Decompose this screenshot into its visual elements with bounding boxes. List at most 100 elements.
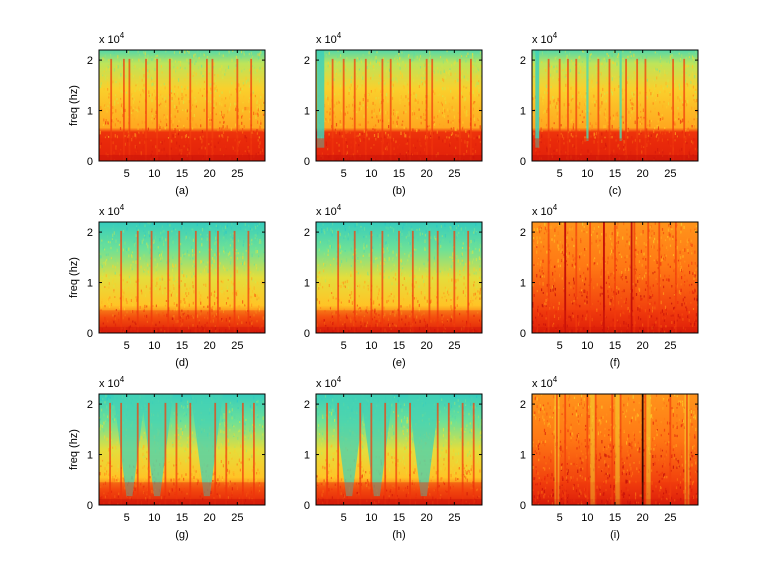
panel-label: (b)	[392, 185, 405, 197]
y-tick-label: 2	[520, 227, 526, 239]
x-tick-label: 15	[176, 168, 188, 180]
y-exponent-label: x 104	[99, 203, 125, 218]
x-tick-label: 5	[557, 168, 563, 180]
panel-label: (i)	[610, 529, 620, 541]
spectrogram-image	[99, 222, 265, 333]
y-exponent-label: x 104	[532, 375, 558, 390]
x-tick-label: 10	[148, 168, 160, 180]
x-tick-label: 20	[421, 512, 433, 524]
x-tick-label: 5	[124, 340, 130, 352]
x-tick-label: 15	[609, 512, 621, 524]
y-tick-label: 0	[520, 156, 526, 168]
y-tick-label: 0	[87, 500, 93, 512]
y-exponent-label: x 104	[532, 203, 558, 218]
spectrogram-image	[99, 394, 265, 505]
y-exponent-label: x 104	[532, 31, 558, 46]
x-tick-label: 5	[124, 168, 130, 180]
x-tick-label: 15	[609, 168, 621, 180]
x-tick-label: 25	[448, 168, 460, 180]
x-tick-label: 20	[637, 168, 649, 180]
x-tick-label: 5	[341, 168, 347, 180]
y-tick-label: 0	[87, 328, 93, 340]
spectrogram-image	[316, 394, 482, 505]
y-tick-label: 0	[304, 156, 310, 168]
x-tick-label: 10	[148, 512, 160, 524]
y-tick-label: 2	[87, 55, 93, 67]
x-tick-label: 15	[609, 340, 621, 352]
x-tick-label: 25	[664, 340, 676, 352]
y-exponent-label: x 104	[316, 31, 342, 46]
spectrogram-image	[316, 50, 482, 161]
x-tick-label: 20	[637, 340, 649, 352]
panel-label: (c)	[609, 185, 622, 197]
y-tick-label: 2	[304, 399, 310, 411]
panel-label: (a)	[175, 185, 188, 197]
y-tick-label: 0	[304, 328, 310, 340]
x-tick-label: 25	[448, 512, 460, 524]
y-tick-label: 1	[87, 278, 93, 290]
y-exponent-label: x 104	[99, 375, 125, 390]
x-tick-label: 5	[557, 340, 563, 352]
x-tick-label: 25	[231, 168, 243, 180]
y-tick-label: 2	[87, 399, 93, 411]
panel-2: 5 10 15 20 25 0 1 2 x 104 (c)	[520, 31, 699, 197]
y-tick-label: 1	[520, 278, 526, 290]
panel-3: 5 10 15 20 25 0 1 2 x 104 (d) freq (hz)	[68, 203, 266, 369]
x-tick-label: 20	[204, 512, 216, 524]
x-tick-label: 10	[148, 340, 160, 352]
panel-label: (g)	[175, 529, 188, 541]
x-tick-label: 10	[581, 168, 593, 180]
x-tick-label: 20	[204, 168, 216, 180]
spectrogram-image	[532, 222, 698, 333]
x-tick-label: 5	[341, 512, 347, 524]
x-tick-label: 10	[365, 340, 377, 352]
y-tick-label: 1	[520, 106, 526, 118]
y-tick-label: 2	[304, 227, 310, 239]
x-tick-label: 25	[448, 340, 460, 352]
x-tick-label: 20	[421, 168, 433, 180]
y-tick-label: 0	[304, 500, 310, 512]
x-tick-label: 20	[637, 512, 649, 524]
spectrogram-image	[99, 50, 265, 161]
panel-7: 5 10 15 20 25 0 1 2 x 104 (h)	[304, 375, 483, 541]
x-tick-label: 5	[341, 340, 347, 352]
x-tick-label: 15	[393, 168, 405, 180]
panel-label: (e)	[392, 357, 405, 369]
x-tick-label: 15	[176, 340, 188, 352]
y-tick-label: 1	[520, 450, 526, 462]
y-tick-label: 2	[87, 227, 93, 239]
x-tick-label: 15	[393, 340, 405, 352]
y-exponent-label: x 104	[99, 31, 125, 46]
spectrogram-image	[316, 222, 482, 333]
x-tick-label: 20	[421, 340, 433, 352]
y-exponent-label: x 104	[316, 203, 342, 218]
panel-5: 5 10 15 20 25 0 1 2 x 104 (f)	[520, 203, 699, 369]
y-tick-label: 1	[87, 106, 93, 118]
x-tick-label: 25	[664, 512, 676, 524]
x-tick-label: 25	[231, 340, 243, 352]
x-tick-label: 5	[124, 512, 130, 524]
panel-1: 5 10 15 20 25 0 1 2 x 104 (b)	[304, 31, 483, 197]
y-tick-label: 1	[304, 450, 310, 462]
x-tick-label: 10	[365, 168, 377, 180]
spectrogram-image	[532, 394, 698, 505]
y-tick-label: 0	[87, 156, 93, 168]
y-axis-label: freq (hz)	[68, 257, 80, 298]
x-tick-label: 15	[393, 512, 405, 524]
y-tick-label: 2	[520, 55, 526, 67]
x-tick-label: 10	[365, 512, 377, 524]
spectrogram-image	[532, 50, 698, 161]
panel-4: 5 10 15 20 25 0 1 2 x 104 (e)	[304, 203, 483, 369]
y-tick-label: 2	[304, 55, 310, 67]
panel-label: (f)	[610, 357, 620, 369]
panel-8: 5 10 15 20 25 0 1 2 x 104 (i)	[520, 375, 699, 541]
y-tick-label: 1	[304, 278, 310, 290]
y-tick-label: 2	[520, 399, 526, 411]
x-tick-label: 25	[231, 512, 243, 524]
y-tick-label: 1	[304, 106, 310, 118]
panel-label: (h)	[392, 529, 405, 541]
y-tick-label: 0	[520, 500, 526, 512]
y-tick-label: 1	[87, 450, 93, 462]
x-tick-label: 25	[664, 168, 676, 180]
